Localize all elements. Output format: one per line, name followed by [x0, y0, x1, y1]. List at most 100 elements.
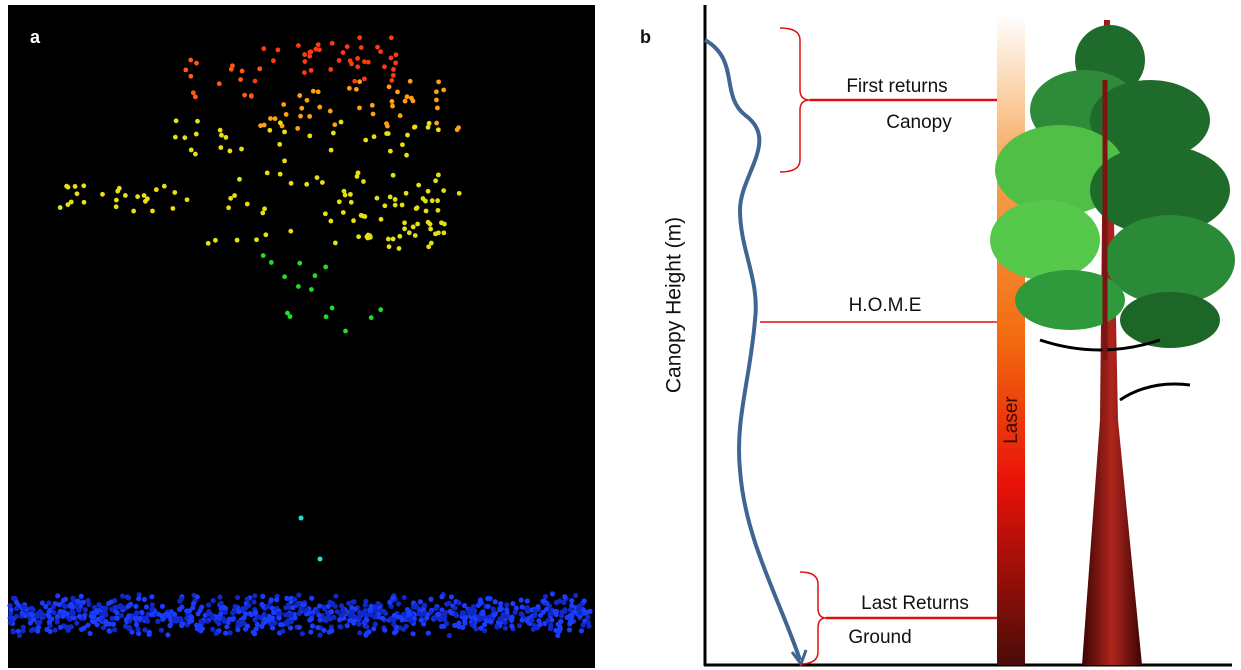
point: [76, 607, 82, 614]
point: [363, 616, 369, 623]
point: [217, 127, 223, 133]
point: [142, 627, 148, 633]
point: [475, 602, 481, 608]
point: [252, 78, 258, 84]
point: [78, 593, 84, 599]
point: [324, 609, 330, 616]
point: [95, 616, 101, 622]
point: [581, 598, 587, 604]
point: [284, 595, 290, 601]
point: [142, 198, 148, 204]
point: [223, 630, 229, 636]
point: [367, 607, 373, 613]
point: [205, 240, 211, 246]
annotation: First returns: [846, 76, 947, 97]
point: [555, 632, 561, 639]
point: [238, 77, 243, 82]
point: [336, 58, 342, 63]
point: [133, 622, 140, 628]
point: [279, 622, 286, 628]
bracket: [779, 27, 811, 173]
point: [50, 604, 56, 610]
point: [409, 618, 415, 625]
point: [363, 137, 369, 143]
point: [344, 623, 350, 629]
point-cloud-panel: [8, 5, 595, 668]
point: [192, 94, 198, 100]
point: [587, 608, 593, 614]
point: [337, 617, 343, 623]
point: [481, 627, 488, 634]
point: [349, 605, 355, 611]
point: [402, 98, 408, 104]
point: [283, 619, 290, 626]
point: [343, 328, 348, 334]
point: [576, 606, 582, 612]
point: [536, 618, 542, 624]
point: [123, 623, 129, 629]
point: [190, 601, 197, 607]
point: [459, 610, 466, 616]
point: [288, 228, 294, 234]
point: [103, 619, 109, 625]
point: [355, 614, 362, 621]
point: [569, 597, 575, 604]
point: [217, 594, 223, 600]
point: [561, 599, 567, 605]
point: [393, 52, 399, 58]
point: [302, 52, 307, 57]
point: [21, 604, 27, 610]
point: [125, 595, 132, 601]
point: [135, 626, 141, 632]
point: [436, 79, 442, 85]
point: [530, 626, 536, 632]
point: [27, 620, 34, 626]
point: [402, 226, 407, 232]
point: [448, 594, 455, 600]
point: [462, 617, 468, 624]
point: [542, 593, 549, 600]
point: [329, 628, 335, 634]
point: [328, 218, 334, 224]
point: [288, 180, 294, 186]
point: [337, 624, 343, 630]
point: [242, 611, 249, 617]
point: [272, 116, 278, 122]
point: [13, 613, 20, 620]
point: [178, 596, 184, 602]
point: [382, 64, 387, 70]
point: [357, 35, 363, 41]
point: [347, 58, 353, 64]
annotations: [760, 27, 997, 665]
point: [401, 594, 407, 601]
point: [404, 94, 410, 100]
point: [226, 205, 231, 211]
point: [100, 625, 107, 631]
point: [242, 92, 248, 98]
point: [487, 618, 493, 624]
point: [35, 628, 41, 634]
point: [390, 103, 395, 109]
point: [276, 615, 282, 621]
point: [487, 595, 493, 602]
point: [406, 609, 412, 615]
point: [400, 142, 405, 148]
point: [288, 599, 294, 605]
point: [252, 593, 258, 599]
point: [57, 205, 63, 210]
point: [143, 614, 150, 621]
point: [239, 605, 246, 612]
point: [348, 199, 354, 205]
point: [282, 274, 288, 280]
point: [309, 595, 315, 601]
point: [236, 609, 242, 615]
point: [557, 626, 563, 632]
point: [569, 618, 575, 625]
point: [391, 67, 396, 72]
point: [334, 609, 340, 615]
point: [441, 87, 447, 93]
point: [65, 627, 71, 633]
point: [467, 607, 473, 613]
point: [247, 610, 253, 617]
point: [54, 619, 60, 625]
